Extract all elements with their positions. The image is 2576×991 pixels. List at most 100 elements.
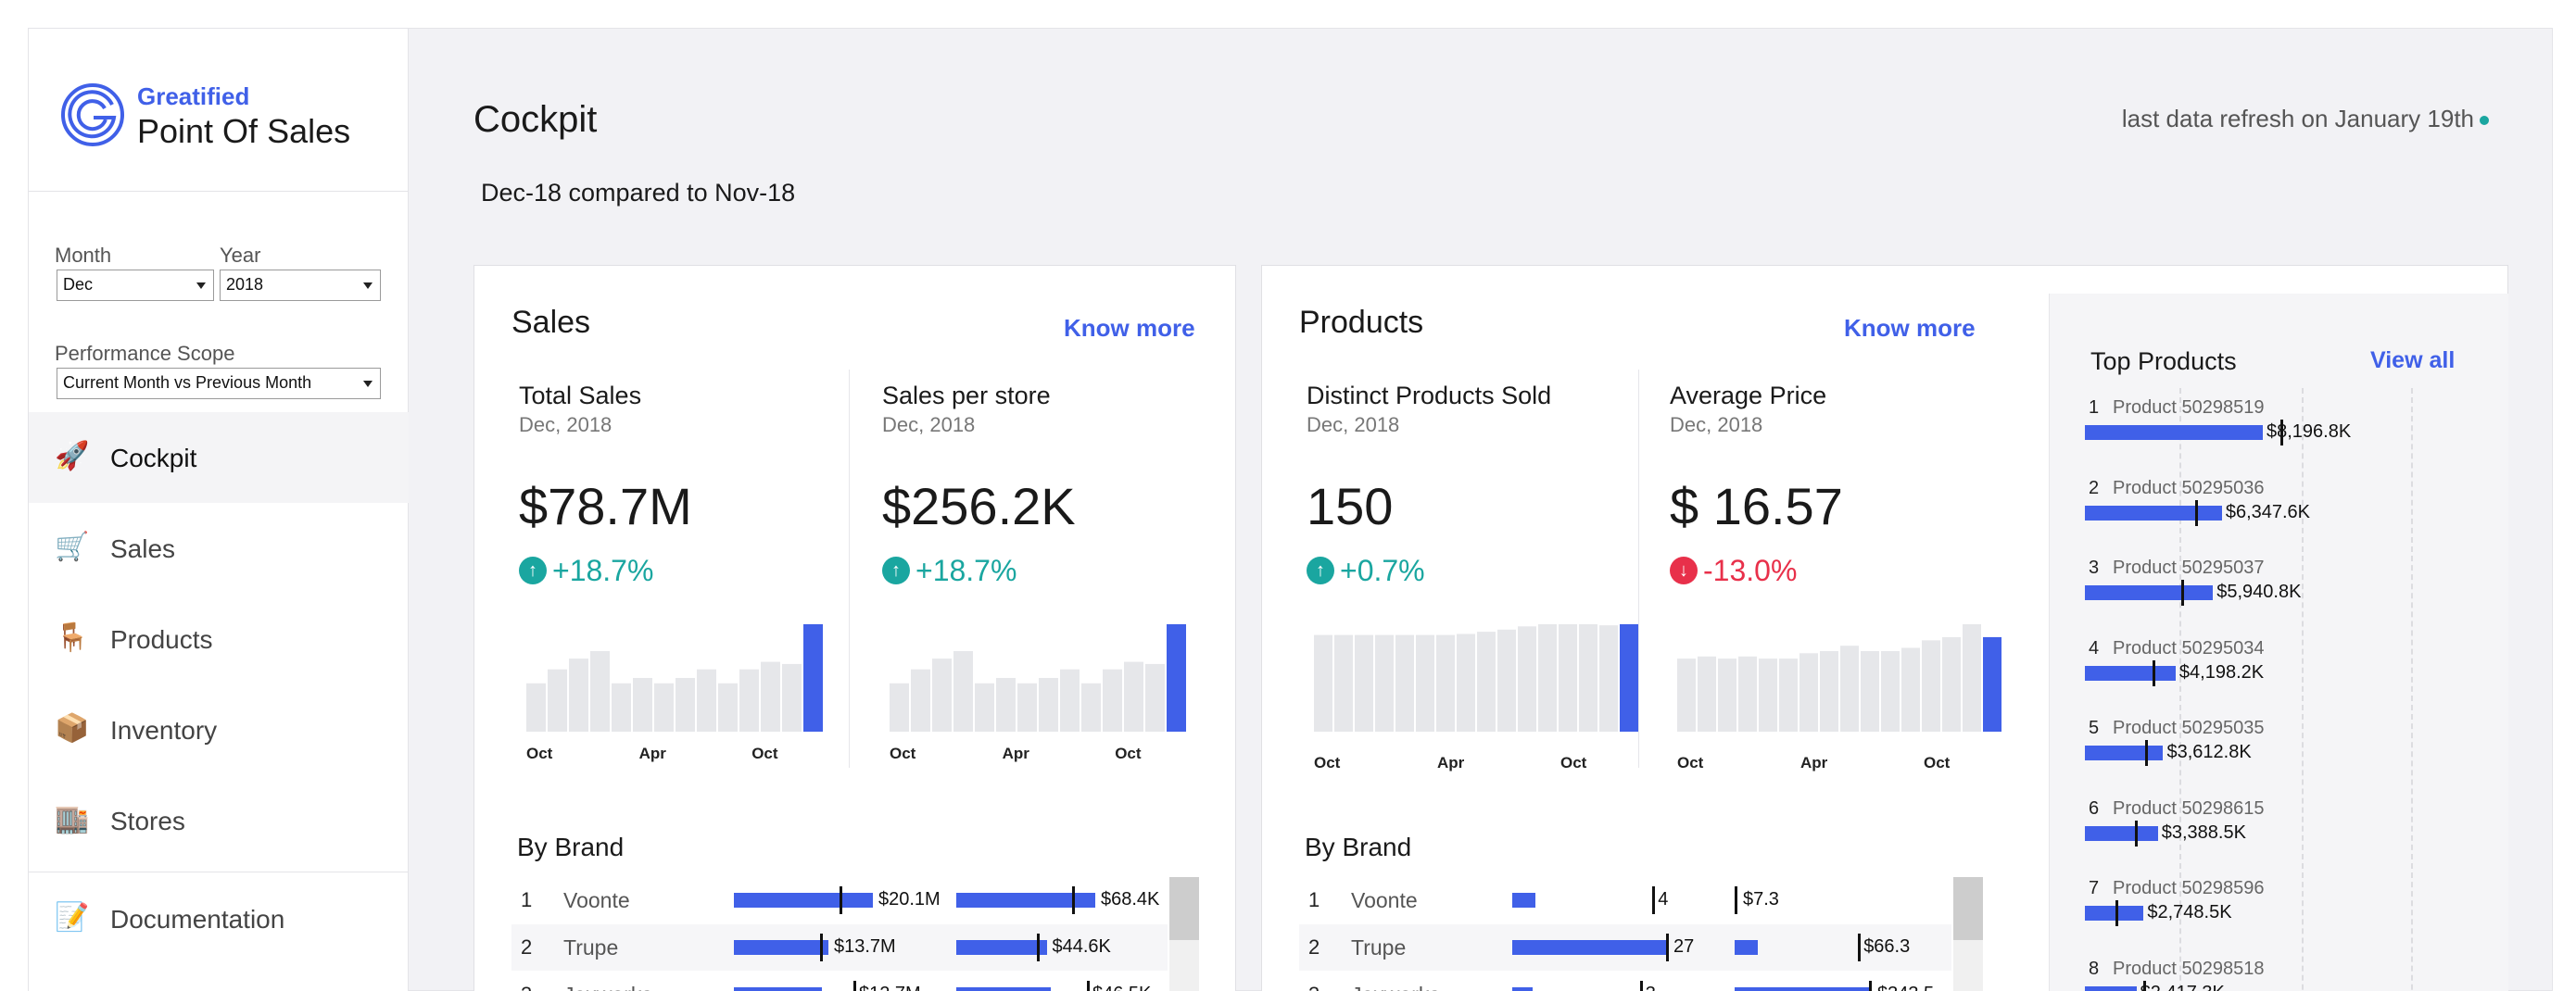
nav-item-products[interactable]: 🪑 Products <box>29 594 409 684</box>
top-product-item[interactable]: 4 Product 50295034 $4,198.2K <box>2085 638 2493 718</box>
sparkline-chart <box>1314 624 1638 732</box>
row-brand-name: Jaxworks <box>1351 983 1440 991</box>
spark-bar <box>1599 625 1618 732</box>
table-row[interactable]: 2 Trupe 27 $66.3 <box>1299 924 1951 971</box>
bar-value: 3 <box>1646 984 1656 991</box>
nav-item-sales[interactable]: 🛒 Sales <box>29 503 409 594</box>
nav-item-cockpit[interactable]: 🚀 Cockpit <box>29 412 409 503</box>
kpi-title: Sales per store <box>882 382 1051 409</box>
row-rank: 1 <box>1308 888 1320 911</box>
sparkline-chart <box>526 624 823 732</box>
product-value: $6,347.6K <box>2225 501 2311 522</box>
kpi-value: $ 16.57 <box>1670 477 1843 535</box>
top-product-item[interactable]: 1 Product 50298519 $8,196.8K <box>2085 397 2493 477</box>
month-label: Month <box>55 244 112 267</box>
kpi-delta: ↑ +18.7% <box>519 554 653 588</box>
kpi-delta-value: +18.7% <box>915 554 1017 587</box>
chevron-down-icon <box>363 282 373 289</box>
product-value: $5,940.8K <box>2216 582 2302 602</box>
product-name: Product 50295034 <box>2113 637 2265 659</box>
row-rank: 2 <box>521 935 533 959</box>
bar-value: $12.7M <box>859 984 921 991</box>
year-select[interactable]: 2018 <box>220 270 381 301</box>
sparkline-chart <box>890 624 1186 732</box>
spark-bar <box>697 669 716 732</box>
spark-bar <box>1840 646 1859 732</box>
spark-bar <box>911 669 930 732</box>
top-product-item[interactable]: 6 Product 50298615 $3,388.5K <box>2085 798 2493 878</box>
products-know-more-link[interactable]: Know more <box>1844 314 1976 342</box>
nav-item-label: Documentation <box>110 905 285 934</box>
product-rank: 1 <box>2089 397 2100 418</box>
spark-bar <box>975 683 994 732</box>
target-marker <box>840 886 842 914</box>
table-row[interactable]: 3 Jaxworks $12.7M $46.5K <box>511 972 1168 991</box>
kpi-delta: ↑ +0.7% <box>1307 554 1425 588</box>
spark-bar <box>1799 653 1818 732</box>
chevron-down-icon <box>196 282 206 289</box>
row-brand-name: Jaxworks <box>563 983 652 991</box>
kpi-value: $78.7M <box>519 477 692 535</box>
product-value: $3,612.8K <box>2166 742 2252 762</box>
by-brand-table: 1 Voonte $20.1M $68.4K 2 Trupe $13.7M $44.6K 3 Ja… <box>511 877 1199 991</box>
target-marker <box>1087 981 1090 991</box>
spark-bar <box>612 683 631 732</box>
bar-value: $46.5K <box>1092 984 1151 991</box>
product-rank: 5 <box>2089 718 2100 738</box>
target-marker <box>820 934 823 961</box>
spark-bar <box>1901 647 1920 732</box>
month-select[interactable]: Dec <box>57 270 214 301</box>
kpi-delta: ↑ +18.7% <box>882 554 1017 588</box>
sidebar: Greatified Point Of Sales Month Year Dec… <box>29 29 409 991</box>
spark-bar <box>633 678 652 732</box>
bar-value: $7.3 <box>1743 889 1779 909</box>
product-rank: 3 <box>2089 558 2100 578</box>
value-bar <box>2085 746 2164 760</box>
value-bar <box>734 940 828 955</box>
bar-value: $68.4K <box>1101 889 1160 909</box>
row-rank: 1 <box>521 888 533 911</box>
bar-value: $20.1M <box>878 889 941 909</box>
top-product-item[interactable]: 8 Product 50298518 $2,417.3K <box>2085 959 2493 991</box>
table-row[interactable]: 2 Trupe $13.7M $44.6K <box>511 924 1168 971</box>
scope-label: Performance Scope <box>55 342 235 365</box>
top-product-item[interactable]: 3 Product 50295037 $5,940.8K <box>2085 558 2493 637</box>
product-value: $2,748.5K <box>2147 902 2232 922</box>
spark-bar <box>1538 624 1557 732</box>
axis-tick-label: Apr <box>638 745 666 762</box>
kpi-date: Dec, 2018 <box>882 413 976 436</box>
refresh-text: last data refresh on January 19th <box>2121 105 2474 132</box>
sales-know-more-link[interactable]: Know more <box>1064 314 1195 342</box>
spark-bar <box>1060 669 1080 732</box>
table-row[interactable]: 1 Voonte 4 $7.3 <box>1299 877 1951 923</box>
kpi-delta-value: +18.7% <box>552 554 654 587</box>
target-marker <box>2134 820 2138 847</box>
nav-item-stores[interactable]: 🏬 Stores <box>29 775 409 866</box>
top-product-item[interactable]: 7 Product 50298596 $2,748.5K <box>2085 878 2493 958</box>
top-product-item[interactable]: 5 Product 50295035 $3,612.8K <box>2085 718 2493 797</box>
spark-bar <box>1124 661 1143 732</box>
nav-item-documentation[interactable]: 📝 Documentation <box>29 873 409 964</box>
kpi-value: 150 <box>1307 477 1394 535</box>
scrollbar-thumb[interactable] <box>1953 877 1983 940</box>
view-all-link[interactable]: View all <box>2370 347 2456 373</box>
top-product-item[interactable]: 2 Product 50295036 $6,347.6K <box>2085 478 2493 558</box>
target-marker <box>1037 934 1040 961</box>
nav-item-inventory[interactable]: 📦 Inventory <box>29 684 409 775</box>
spark-bar <box>1820 651 1838 732</box>
scope-select[interactable]: Current Month vs Previous Month <box>57 368 381 399</box>
product-name: Product 50295036 <box>2113 477 2265 498</box>
product-value: $3,388.5K <box>2161 822 2246 843</box>
by-brand-title: By Brand <box>1305 833 1412 861</box>
table-row[interactable]: 1 Voonte $20.1M $68.4K <box>511 877 1168 923</box>
target-marker <box>1666 934 1670 961</box>
top-products-title: Top Products <box>2090 347 2237 375</box>
spark-bar <box>1922 640 1940 732</box>
table-row[interactable]: 3 Jaxworks 3 $343.5 <box>1299 972 1951 991</box>
spark-bar <box>1718 659 1736 732</box>
spark-bar <box>569 659 588 732</box>
scrollbar-thumb[interactable] <box>1169 877 1199 940</box>
spark-bar <box>1416 634 1434 732</box>
product-rank: 2 <box>2089 477 2100 498</box>
spark-bar <box>1103 669 1122 732</box>
